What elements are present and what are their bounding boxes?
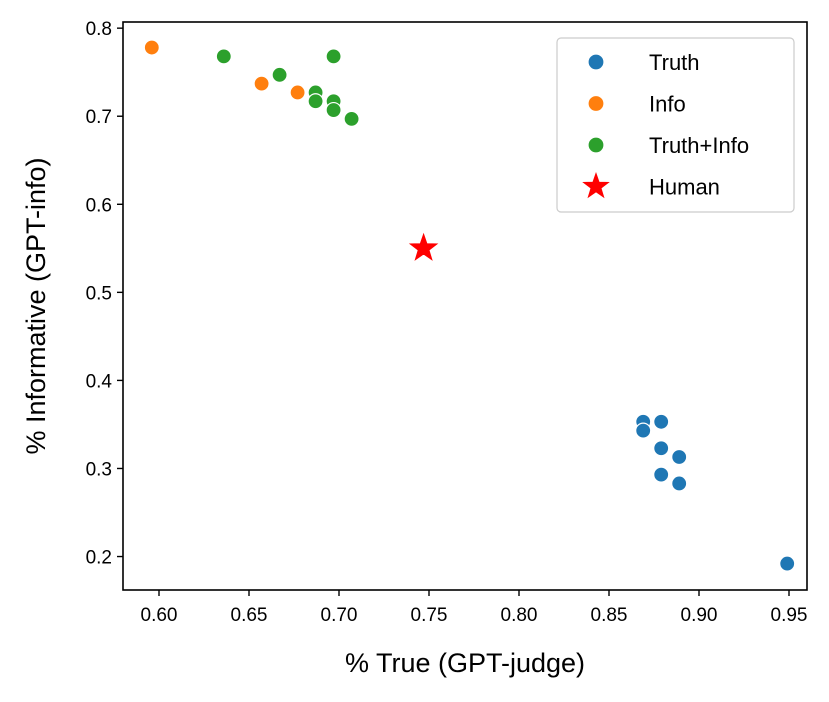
x-tick-label: 0.95: [771, 605, 808, 626]
point-truth: [653, 413, 670, 430]
x-tick-label: 0.65: [231, 605, 268, 626]
point-truth: [653, 466, 670, 483]
legend-label-info: Info: [649, 92, 686, 117]
point-truth: [635, 422, 652, 439]
legend-label-human: Human: [649, 175, 720, 200]
x-tick-label: 0.80: [501, 605, 538, 626]
point-truth-info: [325, 48, 342, 65]
point-truth-info: [343, 110, 360, 127]
y-tick-label: 0.2: [86, 548, 112, 569]
point-info: [289, 84, 306, 101]
data-points: [143, 39, 796, 572]
point-truth: [779, 555, 796, 572]
point-human: [408, 232, 439, 261]
legend-marker-truth-info: [587, 136, 605, 154]
legend-label-truth-info: Truth+Info: [649, 133, 749, 158]
x-tick-label: 0.60: [141, 605, 178, 626]
point-info: [253, 75, 270, 92]
legend-label-truth: Truth: [649, 50, 700, 75]
y-tick-label: 0.6: [86, 195, 112, 216]
legend-items: Truth Info Truth+Info Human: [582, 50, 749, 200]
legend-marker-human: [582, 171, 610, 199]
x-tick-label: 0.75: [411, 605, 448, 626]
legend-marker-info: [587, 94, 605, 113]
legend: Truth Info Truth+Info Human: [556, 37, 795, 213]
plot-frame: [122, 21, 808, 591]
x-tick-label: 0.90: [681, 605, 718, 626]
point-info: [143, 39, 160, 56]
y-axis-label: % Informative (GPT-info): [21, 157, 51, 454]
point-truth: [671, 475, 688, 492]
legend-marker-truth: [587, 53, 605, 71]
point-truth-info: [325, 101, 342, 119]
x-axis-label: % True (GPT-judge): [345, 648, 585, 678]
point-truth-info: [215, 48, 232, 65]
point-truth-info: [307, 93, 324, 110]
legend-frame: [556, 37, 795, 213]
point-truth: [653, 440, 670, 457]
axis-ticks: 0.60 0.65 0.70 0.75 0.80 0.85 0.90 0.95 0.2 0.3 0.…: [86, 19, 808, 626]
y-tick-label: 0.7: [86, 107, 112, 128]
point-truth: [671, 448, 688, 466]
y-tick-label: 0.5: [86, 283, 112, 304]
y-tick-label: 0.3: [86, 459, 112, 480]
x-tick-label: 0.85: [591, 605, 628, 626]
x-tick-label: 0.70: [321, 605, 358, 626]
y-tick-label: 0.4: [86, 371, 113, 392]
point-truth-info: [271, 66, 288, 83]
y-tick-label: 0.8: [86, 19, 112, 40]
